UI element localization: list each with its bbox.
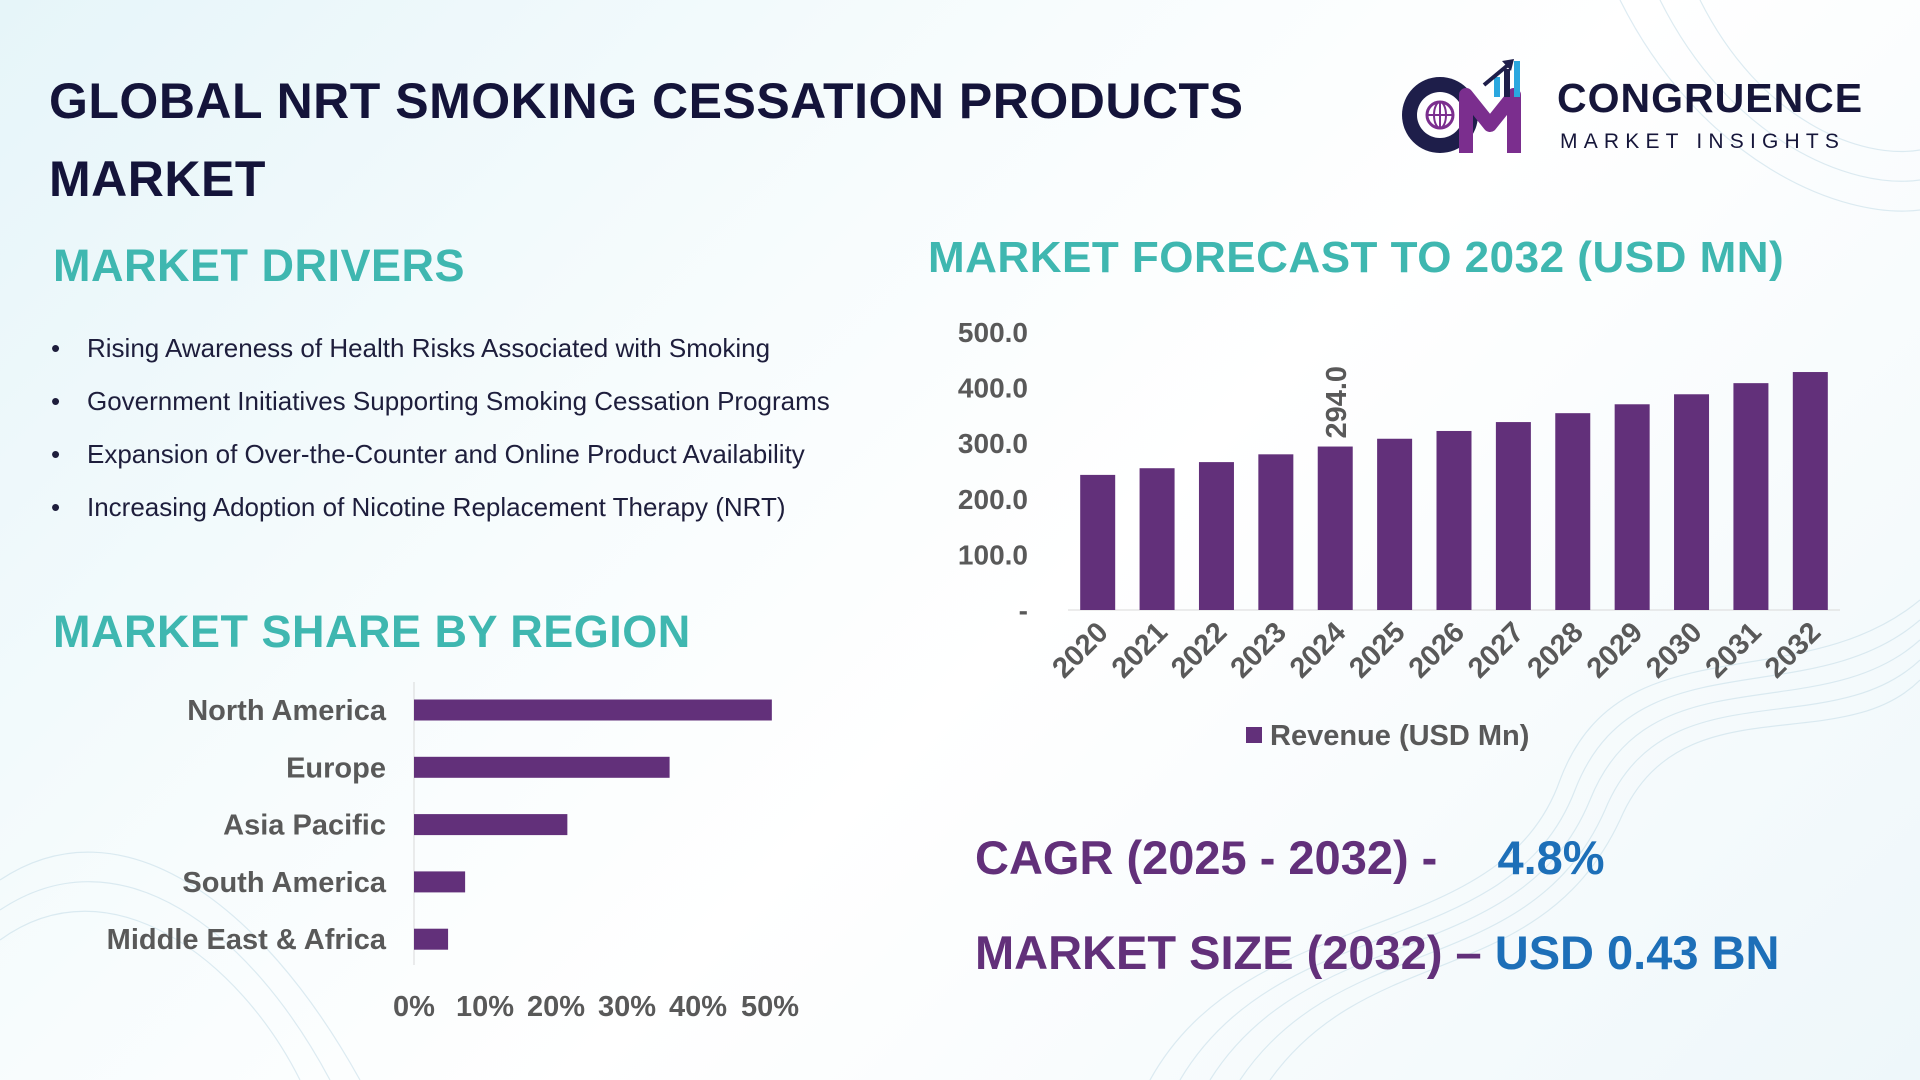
list-item: Increasing Adoption of Nicotine Replacem… — [48, 481, 928, 534]
bar — [1377, 438, 1413, 610]
y-tick-label: 300.0 — [958, 428, 1028, 459]
page-title: GLOBAL NRT SMOKING CESSATION PRODUCTS MA… — [49, 73, 1244, 207]
x-tick-label: 2027 — [1462, 616, 1530, 684]
y-tick-label: 100.0 — [958, 539, 1028, 570]
brand-logo: CONGRUENCE MARKET INSIGHTS — [1400, 55, 1870, 165]
x-tick-label: 30% — [598, 991, 656, 1023]
x-tick-label: 0% — [393, 991, 435, 1023]
category-label: Middle East & Africa — [107, 924, 387, 956]
bar — [1614, 404, 1650, 610]
congruence-logo-icon — [1402, 59, 1521, 153]
legend-swatch — [1246, 727, 1262, 743]
region-heading: MARKET SHARE BY REGION — [53, 606, 691, 657]
bar — [1436, 430, 1472, 610]
bar — [414, 928, 449, 950]
x-tick-label: 2024 — [1284, 616, 1352, 684]
bar — [1317, 446, 1353, 610]
brand-tagline: MARKET INSIGHTS — [1560, 130, 1846, 153]
bar — [1080, 474, 1116, 610]
y-tick-label: - — [1019, 595, 1028, 626]
brand-name: CONGRUENCE — [1557, 75, 1864, 121]
y-tick-label: 400.0 — [958, 373, 1028, 404]
x-tick-label: 2028 — [1521, 616, 1589, 684]
bar — [1674, 394, 1710, 610]
category-label: South America — [182, 867, 386, 899]
x-tick-label: 2022 — [1165, 616, 1233, 684]
x-tick-label: 10% — [456, 991, 514, 1023]
bar — [1139, 468, 1175, 610]
x-tick-label: 2030 — [1640, 616, 1708, 684]
x-tick-label: 50% — [741, 991, 799, 1023]
x-tick-label: 2021 — [1106, 616, 1174, 684]
bar — [1555, 413, 1591, 610]
x-tick-label: 2029 — [1581, 616, 1649, 684]
x-tick-label: 2026 — [1403, 616, 1471, 684]
x-tick-label: 2031 — [1700, 616, 1768, 684]
category-label: Europe — [286, 752, 386, 784]
bar — [1198, 462, 1234, 610]
category-label: North America — [187, 695, 387, 727]
cagr-value: 4.8% — [1497, 831, 1605, 884]
bar — [414, 871, 466, 893]
data-label: 294.0 — [1321, 366, 1353, 439]
x-tick-label: 2020 — [1046, 616, 1114, 684]
list-item: Expansion of Over-the-Counter and Online… — [48, 428, 928, 481]
bar — [414, 756, 670, 778]
legend-label: Revenue (USD Mn) — [1270, 720, 1529, 752]
x-tick-label: 2023 — [1225, 616, 1293, 684]
category-label: Asia Pacific — [223, 810, 386, 842]
bar — [1258, 454, 1294, 610]
x-tick-label: 2032 — [1759, 616, 1827, 684]
forecast-heading: MARKET FORECAST TO 2032 (USD MN) — [928, 233, 1785, 282]
cagr-stat: CAGR (2025 - 2032) - 4.8% — [975, 830, 1605, 885]
drivers-list: Rising Awareness of Health Risks Associa… — [48, 322, 928, 534]
cagr-label: CAGR (2025 - 2032) - — [975, 831, 1438, 884]
x-tick-label: 20% — [527, 991, 585, 1023]
bar — [1792, 372, 1828, 610]
drivers-heading: MARKET DRIVERS — [53, 240, 466, 291]
list-item: Government Initiatives Supporting Smokin… — [48, 375, 928, 428]
x-tick-label: 2025 — [1343, 616, 1411, 684]
market-size-stat: MARKET SIZE (2032) – USD 0.43 BN — [975, 925, 1779, 980]
bar — [1495, 422, 1531, 610]
market-size-value: USD 0.43 BN — [1494, 926, 1780, 979]
y-tick-label: 200.0 — [958, 484, 1028, 515]
x-tick-label: 40% — [669, 991, 727, 1023]
y-tick-label: 500.0 — [958, 317, 1028, 348]
bar — [1733, 383, 1769, 610]
bar — [414, 814, 568, 836]
bar — [414, 699, 772, 721]
list-item: Rising Awareness of Health Risks Associa… — [48, 322, 928, 375]
market-size-label: MARKET SIZE (2032) – — [975, 926, 1482, 979]
